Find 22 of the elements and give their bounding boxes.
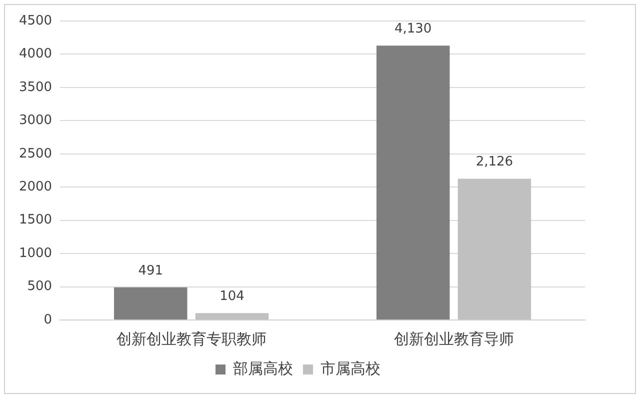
data-label: 2,126 bbox=[476, 154, 514, 170]
x-tick-label: 创新创业教育导师 bbox=[394, 330, 514, 348]
bar bbox=[114, 287, 188, 320]
legend-label: 部属高校 bbox=[233, 359, 293, 378]
bar bbox=[376, 46, 450, 320]
bar bbox=[458, 178, 532, 320]
legend-label: 市属高校 bbox=[320, 359, 380, 378]
y-tick-label: 3500 bbox=[18, 80, 52, 95]
y-tick-label: 3000 bbox=[18, 113, 52, 128]
y-tick-label: 1000 bbox=[18, 246, 52, 261]
bar bbox=[195, 313, 269, 320]
y-tick-label: 0 bbox=[44, 312, 52, 328]
x-tick-label: 创新创业教育专职教师 bbox=[116, 330, 266, 348]
data-label: 4,130 bbox=[394, 21, 432, 36]
y-tick-label: 2500 bbox=[18, 146, 52, 162]
y-tick-label: 4500 bbox=[18, 13, 52, 28]
data-label: 104 bbox=[220, 288, 244, 304]
data-label: 491 bbox=[138, 263, 164, 278]
y-tick-label: 500 bbox=[27, 279, 52, 294]
y-tick-label: 1500 bbox=[18, 212, 52, 228]
y-tick-label: 2000 bbox=[18, 179, 52, 194]
y-tick-label: 4000 bbox=[18, 46, 52, 62]
